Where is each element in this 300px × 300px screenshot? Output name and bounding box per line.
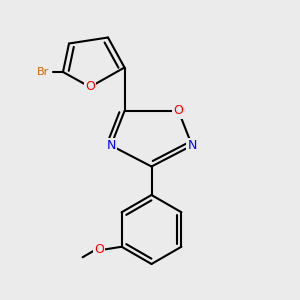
Text: Br: Br (37, 67, 50, 77)
Text: N: N (187, 139, 197, 152)
Text: O: O (85, 80, 95, 94)
Text: O: O (174, 104, 183, 118)
Text: N: N (106, 139, 116, 152)
Text: O: O (94, 243, 104, 256)
